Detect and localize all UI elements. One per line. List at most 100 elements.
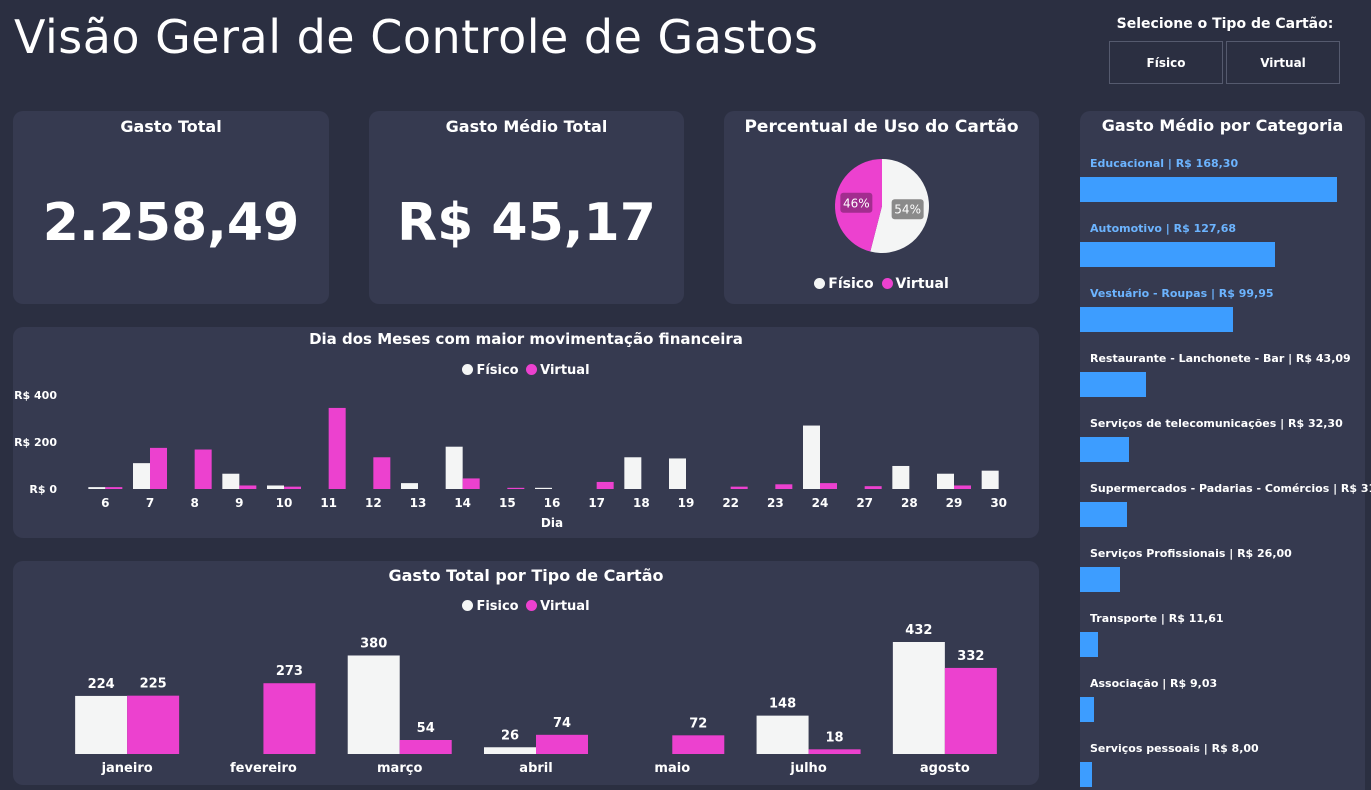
total-spend-card: Gasto Total 2.258,49: [13, 111, 329, 304]
daily-xtick-label: 6: [101, 496, 109, 510]
slicer-virtual-button[interactable]: Virtual: [1226, 41, 1340, 84]
daily-bar-virtual: [507, 487, 525, 489]
category-bar: [1080, 307, 1233, 332]
legend-fisico-label: Físico: [828, 276, 874, 292]
daily-legend-fisico-marker: [462, 364, 474, 375]
daily-legend-fisico-label: Físico: [476, 363, 519, 378]
monthly-data-label: 224: [88, 677, 115, 692]
daily-bar-fisico: [669, 458, 686, 489]
daily-bar-chart: R$ 0 R$ 200 R$ 400 6 7 8 9 10 11 12 13 14 15 16 17 18 19…: [14, 389, 1007, 530]
category-bar: [1080, 567, 1120, 592]
legend-virtual-label: Virtual: [895, 276, 949, 292]
daily-xtick-label: 16: [544, 496, 561, 510]
daily-movement-card: Dia dos Meses com maior movimentação fin…: [13, 327, 1039, 538]
monthly-bar-chart: 224 225 janeiro 273 fevereiro 380 54 março 26 74 a…: [75, 623, 997, 776]
pie-label-bg-físico: [891, 199, 924, 220]
category-bar: [1080, 762, 1093, 787]
category-label: Supermercados - Padarias - Comércios | R…: [1090, 482, 1371, 495]
monthly-legend: Fisico Virtual: [13, 599, 1039, 614]
slicer-fisico-button[interactable]: Físico: [1109, 41, 1223, 84]
monthly-xtick-label: abril: [519, 761, 552, 776]
pie-title: Percentual de Uso do Cartão: [744, 117, 1019, 137]
total-spend-title: Gasto Total: [120, 117, 222, 136]
monthly-bar-virtual: [536, 734, 588, 754]
daily-bar-fisico: [445, 446, 463, 489]
category-bar: [1080, 437, 1130, 462]
monthly-data-label: 54: [417, 721, 435, 736]
monthly-xtick-label: agosto: [920, 761, 970, 776]
monthly-data-label: 273: [276, 664, 303, 679]
daily-x-axis-title: Dia: [541, 516, 563, 530]
daily-xtick-label: 27: [856, 496, 873, 510]
monthly-bar-virtual: [672, 735, 725, 754]
daily-bar-fisico: [222, 473, 240, 489]
daily-xtick-label: 30: [990, 496, 1007, 510]
category-bar: [1080, 502, 1128, 527]
pie-label-bg-virtual: [840, 192, 873, 213]
daily-xtick-label: 10: [276, 496, 293, 510]
monthly-legend-virtual-marker: [526, 600, 538, 611]
daily-bar-fisico: [267, 485, 284, 489]
monthly-bar-virtual: [808, 749, 861, 754]
category-label: Associação | R$ 9,03: [1090, 677, 1218, 690]
daily-bar-virtual: [820, 483, 837, 489]
legend-fisico-marker: [814, 278, 826, 289]
daily-xtick-label: 15: [499, 496, 516, 510]
monthly-bar-fisico: [756, 715, 809, 754]
daily-xtick-label: 22: [722, 496, 739, 510]
page-title: Visão Geral de Controle de Gastos: [14, 10, 819, 64]
monthly-xtick-label: fevereiro: [230, 761, 297, 776]
daily-bar-virtual: [284, 486, 301, 489]
monthly-data-label: 432: [905, 623, 932, 638]
monthly-data-label: 225: [140, 677, 167, 692]
daily-xtick-label: 24: [812, 496, 829, 510]
daily-bar-virtual: [954, 485, 971, 489]
daily-ytick-label: R$ 400: [14, 389, 57, 402]
daily-bar-fisico: [401, 483, 418, 489]
pie-legend: Físico Virtual: [724, 276, 1039, 292]
daily-bar-virtual: [462, 478, 480, 489]
daily-chart-title: Dia dos Meses com maior movimentação fin…: [309, 330, 743, 348]
monthly-bar-virtual: [399, 740, 452, 754]
category-bar: [1080, 372, 1146, 397]
daily-xtick-label: 13: [410, 496, 427, 510]
monthly-legend-fisico-label: Fisico: [476, 599, 519, 614]
average-spend-value: R$ 45,17: [397, 193, 656, 253]
category-label: Serviços Profissionais | R$ 26,00: [1090, 547, 1292, 560]
monthly-bar-virtual: [263, 683, 316, 754]
pie-chart: 54% 46%: [835, 159, 930, 253]
monthly-xtick-label: janeiro: [101, 761, 153, 776]
daily-ytick-label: R$ 200: [14, 436, 57, 449]
category-label: Restaurante - Lanchonete - Bar | R$ 43,0…: [1090, 352, 1351, 365]
average-spend-title: Gasto Médio Total: [445, 117, 608, 136]
daily-ytick-label: R$ 0: [29, 483, 57, 496]
daily-bar-fisico: [535, 487, 552, 489]
daily-bar-fisico: [133, 463, 150, 489]
daily-bar-fisico: [88, 487, 106, 489]
category-average-card: Gasto Médio por Categoria Educacional | …: [1080, 111, 1371, 790]
daily-xtick-label: 14: [454, 496, 471, 510]
daily-bar-virtual: [775, 484, 793, 489]
monthly-legend-virtual-label: Virtual: [540, 599, 590, 614]
daily-bar-virtual: [730, 486, 748, 489]
monthly-bar-fisico: [75, 695, 128, 754]
category-bar: [1080, 632, 1098, 657]
daily-bar-virtual: [239, 485, 257, 489]
daily-bar-virtual: [373, 457, 391, 489]
category-label: Automotivo | R$ 127,68: [1090, 222, 1237, 235]
daily-xtick-label: 9: [235, 496, 243, 510]
monthly-xtick-label: julho: [789, 761, 826, 776]
monthly-xtick-label: março: [377, 761, 422, 776]
daily-legend-virtual-marker: [526, 364, 538, 375]
daily-xtick-label: 11: [320, 496, 337, 510]
category-label: Serviços de telecomunicações | R$ 32,30: [1090, 417, 1343, 430]
daily-xtick-label: 7: [146, 496, 154, 510]
monthly-legend-fisico-marker: [462, 600, 474, 611]
daily-bar-virtual: [328, 407, 346, 489]
total-spend-value: 2.258,49: [42, 193, 300, 253]
daily-xtick-label: 8: [190, 496, 198, 510]
category-label: Transporte | R$ 11,61: [1090, 612, 1224, 625]
category-label: Serviços pessoais | R$ 8,00: [1090, 742, 1259, 755]
category-bar: [1080, 697, 1094, 722]
daily-xtick-label: 18: [633, 496, 650, 510]
